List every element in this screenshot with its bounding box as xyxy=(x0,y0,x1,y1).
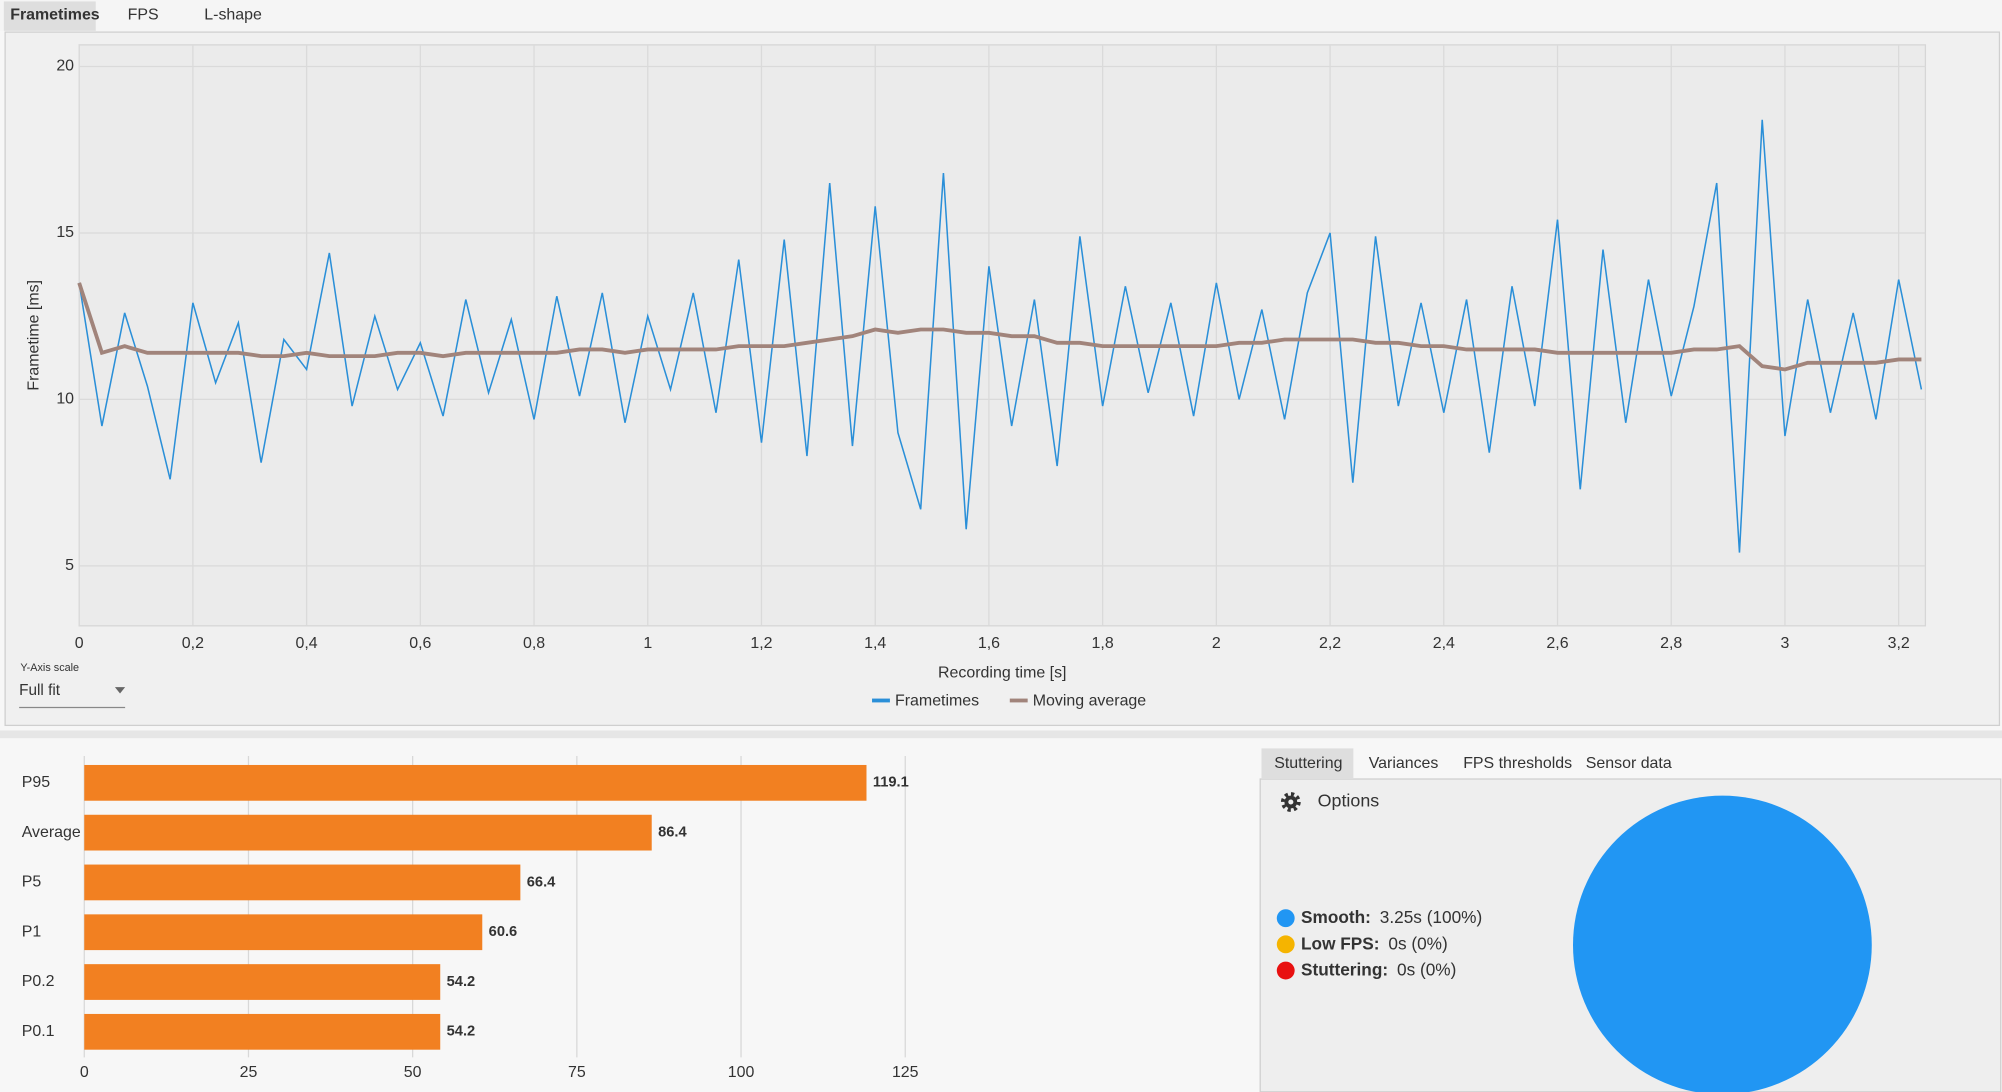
bar-value-label: 66.4 xyxy=(527,874,556,890)
x-tick-label: 0,6 xyxy=(409,635,431,652)
bar xyxy=(84,764,867,801)
legend-category: Smooth: xyxy=(1301,907,1371,927)
gear-teeth xyxy=(1280,792,1301,812)
x-tick-label: 2,6 xyxy=(1546,635,1568,652)
y-tick-label: 15 xyxy=(56,224,74,241)
options-label[interactable]: Options xyxy=(1318,791,1380,811)
x-tick-label: 125 xyxy=(892,1064,919,1081)
tab[interactable]: L-shape xyxy=(204,7,262,24)
x-tick-label: 2,8 xyxy=(1660,635,1682,652)
legend-label: Moving average xyxy=(1033,692,1147,709)
y-tick-label: Average xyxy=(22,824,81,841)
x-tick-label: 2,2 xyxy=(1319,635,1341,652)
x-tick-label: 25 xyxy=(240,1064,258,1081)
splitter xyxy=(0,730,2002,739)
bar xyxy=(84,1013,441,1050)
y-tick-label: P0.2 xyxy=(22,973,55,990)
y-tick-label: 20 xyxy=(56,58,74,75)
legend-label: Frametimes xyxy=(895,692,979,709)
x-tick-label: 0 xyxy=(75,635,84,652)
selected-tab-bg xyxy=(3,1,96,31)
legend-entry: Smooth: 3.25s (100%) xyxy=(1301,907,1482,927)
legend-category: Stuttering: xyxy=(1301,959,1388,979)
x-tick-label: 1 xyxy=(643,635,652,652)
gear-icon[interactable] xyxy=(1280,792,1301,812)
selected-tab-bg xyxy=(1261,748,1354,780)
y-tick-label: 5 xyxy=(65,557,74,574)
analysis-tab[interactable]: Sensor data xyxy=(1586,755,1672,772)
legend-dot xyxy=(1276,909,1295,928)
legend-category: Low FPS: xyxy=(1301,933,1379,953)
legend-dot xyxy=(1276,961,1295,980)
x-tick-label: 1,6 xyxy=(978,635,1000,652)
x-tick-label: 75 xyxy=(568,1064,586,1081)
legend-entry: Low FPS: 0s (0%) xyxy=(1301,933,1448,953)
dropdown-value[interactable]: Full fit xyxy=(19,682,61,699)
bar xyxy=(84,914,483,951)
x-tick-label: 50 xyxy=(404,1064,422,1081)
bar-value-label: 60.6 xyxy=(489,924,518,940)
x-tick-label: 2,4 xyxy=(1433,635,1455,652)
series-line xyxy=(77,282,1922,372)
bar xyxy=(84,964,441,1000)
x-tick-label: 1,4 xyxy=(864,635,886,652)
x-tick-label: 1,8 xyxy=(1092,635,1114,652)
bar-value-label: 54.2 xyxy=(447,974,476,990)
y-tick-label: P5 xyxy=(22,874,42,891)
dropdown-arrow[interactable] xyxy=(114,687,126,694)
gear-hole xyxy=(1288,799,1294,805)
x-tick-label: 0,2 xyxy=(182,635,204,652)
x-tick-label: 2 xyxy=(1212,635,1221,652)
y-tick-label: P0.1 xyxy=(22,1023,55,1040)
legend-entry: Stuttering: 0s (0%) xyxy=(1301,959,1456,979)
legend-dot xyxy=(1276,935,1295,954)
y-tick-label: 10 xyxy=(56,391,74,408)
x-tick-label: 3,2 xyxy=(1888,635,1910,652)
tab[interactable]: Frametimes xyxy=(10,7,100,24)
y-axis-label: Frametime [ms] xyxy=(26,280,43,391)
bar-value-label: 119.1 xyxy=(873,775,909,791)
y-tick-label: P95 xyxy=(22,774,50,791)
legend-swatch xyxy=(1009,698,1028,703)
tab-bar xyxy=(0,0,2002,31)
tab[interactable]: FPS xyxy=(128,7,159,24)
legend-value: 0s (0%) xyxy=(1397,959,1456,979)
analysis-tab[interactable]: FPS thresholds xyxy=(1463,755,1572,772)
x-tick-label: 0,4 xyxy=(296,635,318,652)
y-tick-label: P1 xyxy=(22,923,42,940)
legend-swatch xyxy=(872,698,890,703)
legend-value: 3.25s (100%) xyxy=(1380,907,1482,927)
x-tick-label: 100 xyxy=(728,1064,755,1081)
bar xyxy=(84,814,652,851)
analysis-tab[interactable]: Stuttering xyxy=(1274,755,1342,772)
x-tick-label: 3 xyxy=(1781,635,1790,652)
bar xyxy=(84,864,521,901)
x-tick-label: 1,2 xyxy=(750,635,772,652)
x-tick-label: 0,8 xyxy=(523,635,545,652)
dropdown-label: Y-Axis scale xyxy=(20,662,79,674)
x-tick-label: 0 xyxy=(80,1064,89,1081)
analysis-tab[interactable]: Variances xyxy=(1369,755,1439,772)
legend-value: 0s (0%) xyxy=(1388,933,1447,953)
bar-value-label: 54.2 xyxy=(447,1024,476,1040)
pie-slice xyxy=(1573,795,1872,1092)
x-axis-label: Recording time [s] xyxy=(938,664,1066,681)
bar-value-label: 86.4 xyxy=(658,825,687,841)
